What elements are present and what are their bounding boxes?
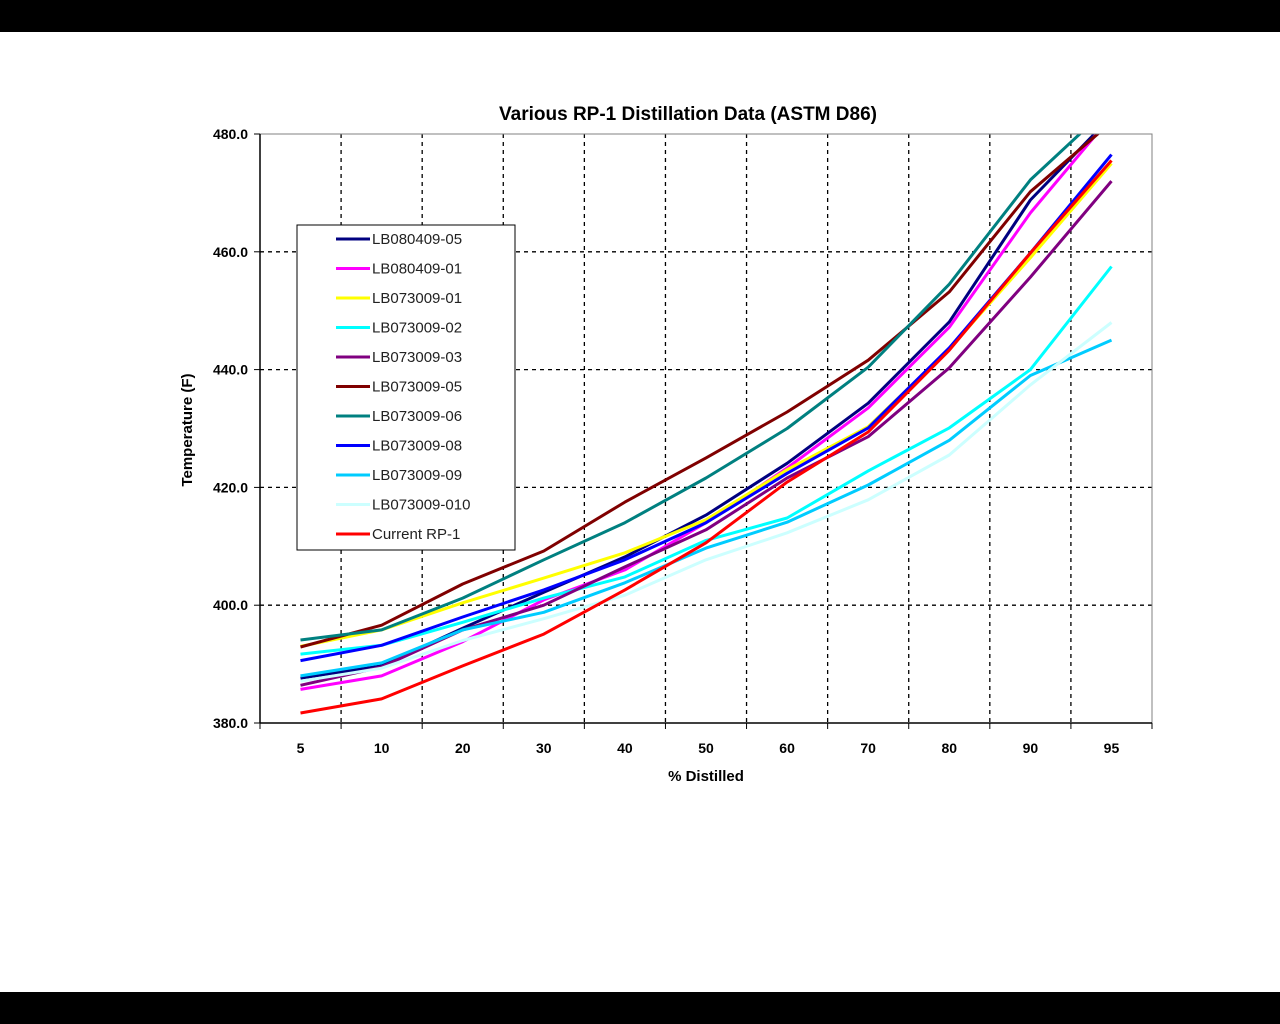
x-axis-label: % Distilled (668, 768, 744, 785)
y-tick-label: 420.0 (213, 479, 248, 495)
x-tick-label: 60 (779, 740, 795, 756)
y-tick-label: 440.0 (213, 362, 248, 378)
x-tick-label: 10 (374, 740, 390, 756)
legend-entry-label: LB073009-010 (372, 497, 470, 514)
x-tick-label: 40 (617, 740, 633, 756)
x-tick-label: 20 (455, 740, 471, 756)
series-line-lb073009-05 (300, 134, 1101, 649)
series-line-lb073009-09 (300, 338, 1113, 678)
legend-entry-label: LB073009-08 (372, 438, 462, 455)
bottom-letterbox-bar (0, 992, 1280, 1024)
x-tick-label: 5 (297, 740, 305, 756)
x-tick-label: 90 (1023, 740, 1039, 756)
x-tick-label: 50 (698, 740, 714, 756)
series-line-lb073009-02 (300, 265, 1113, 656)
legend-entry-label: LB073009-02 (372, 320, 462, 337)
series-line-lb073009-06 (300, 134, 1082, 642)
x-tick-label: 70 (860, 740, 876, 756)
y-tick-label: 380.0 (213, 715, 248, 731)
legend-entry-label: LB080409-05 (372, 231, 462, 248)
series-line-lb073009-010 (300, 321, 1113, 683)
y-tick-label: 400.0 (213, 597, 248, 613)
y-axis-label: Temperature (F) (179, 373, 196, 486)
legend-entry-label: LB073009-06 (372, 408, 462, 425)
legend-entry-label: LB080409-01 (372, 261, 462, 278)
y-tick-label: 460.0 (213, 244, 248, 260)
legend-entry-label: LB073009-05 (372, 379, 462, 396)
series-line-current-rp-1 (300, 159, 1113, 715)
legend-entry-label: LB073009-01 (372, 290, 462, 307)
legend-entry-label: Current RP-1 (372, 526, 460, 543)
legend-box (296, 224, 516, 551)
x-tick-label: 95 (1104, 740, 1120, 756)
x-tick-label: 80 (941, 740, 957, 756)
top-letterbox-bar (0, 0, 1280, 32)
legend-entry-label: LB073009-09 (372, 467, 462, 484)
y-tick-label: 480.0 (213, 126, 248, 142)
legend-entry-label: LB073009-03 (372, 349, 462, 366)
chart-title: Various RP-1 Distillation Data (ASTM D86… (499, 104, 877, 125)
legend: LB080409-05 LB080409-01 LB073009-01 LB07300… (296, 224, 516, 551)
x-tick-label: 30 (536, 740, 552, 756)
